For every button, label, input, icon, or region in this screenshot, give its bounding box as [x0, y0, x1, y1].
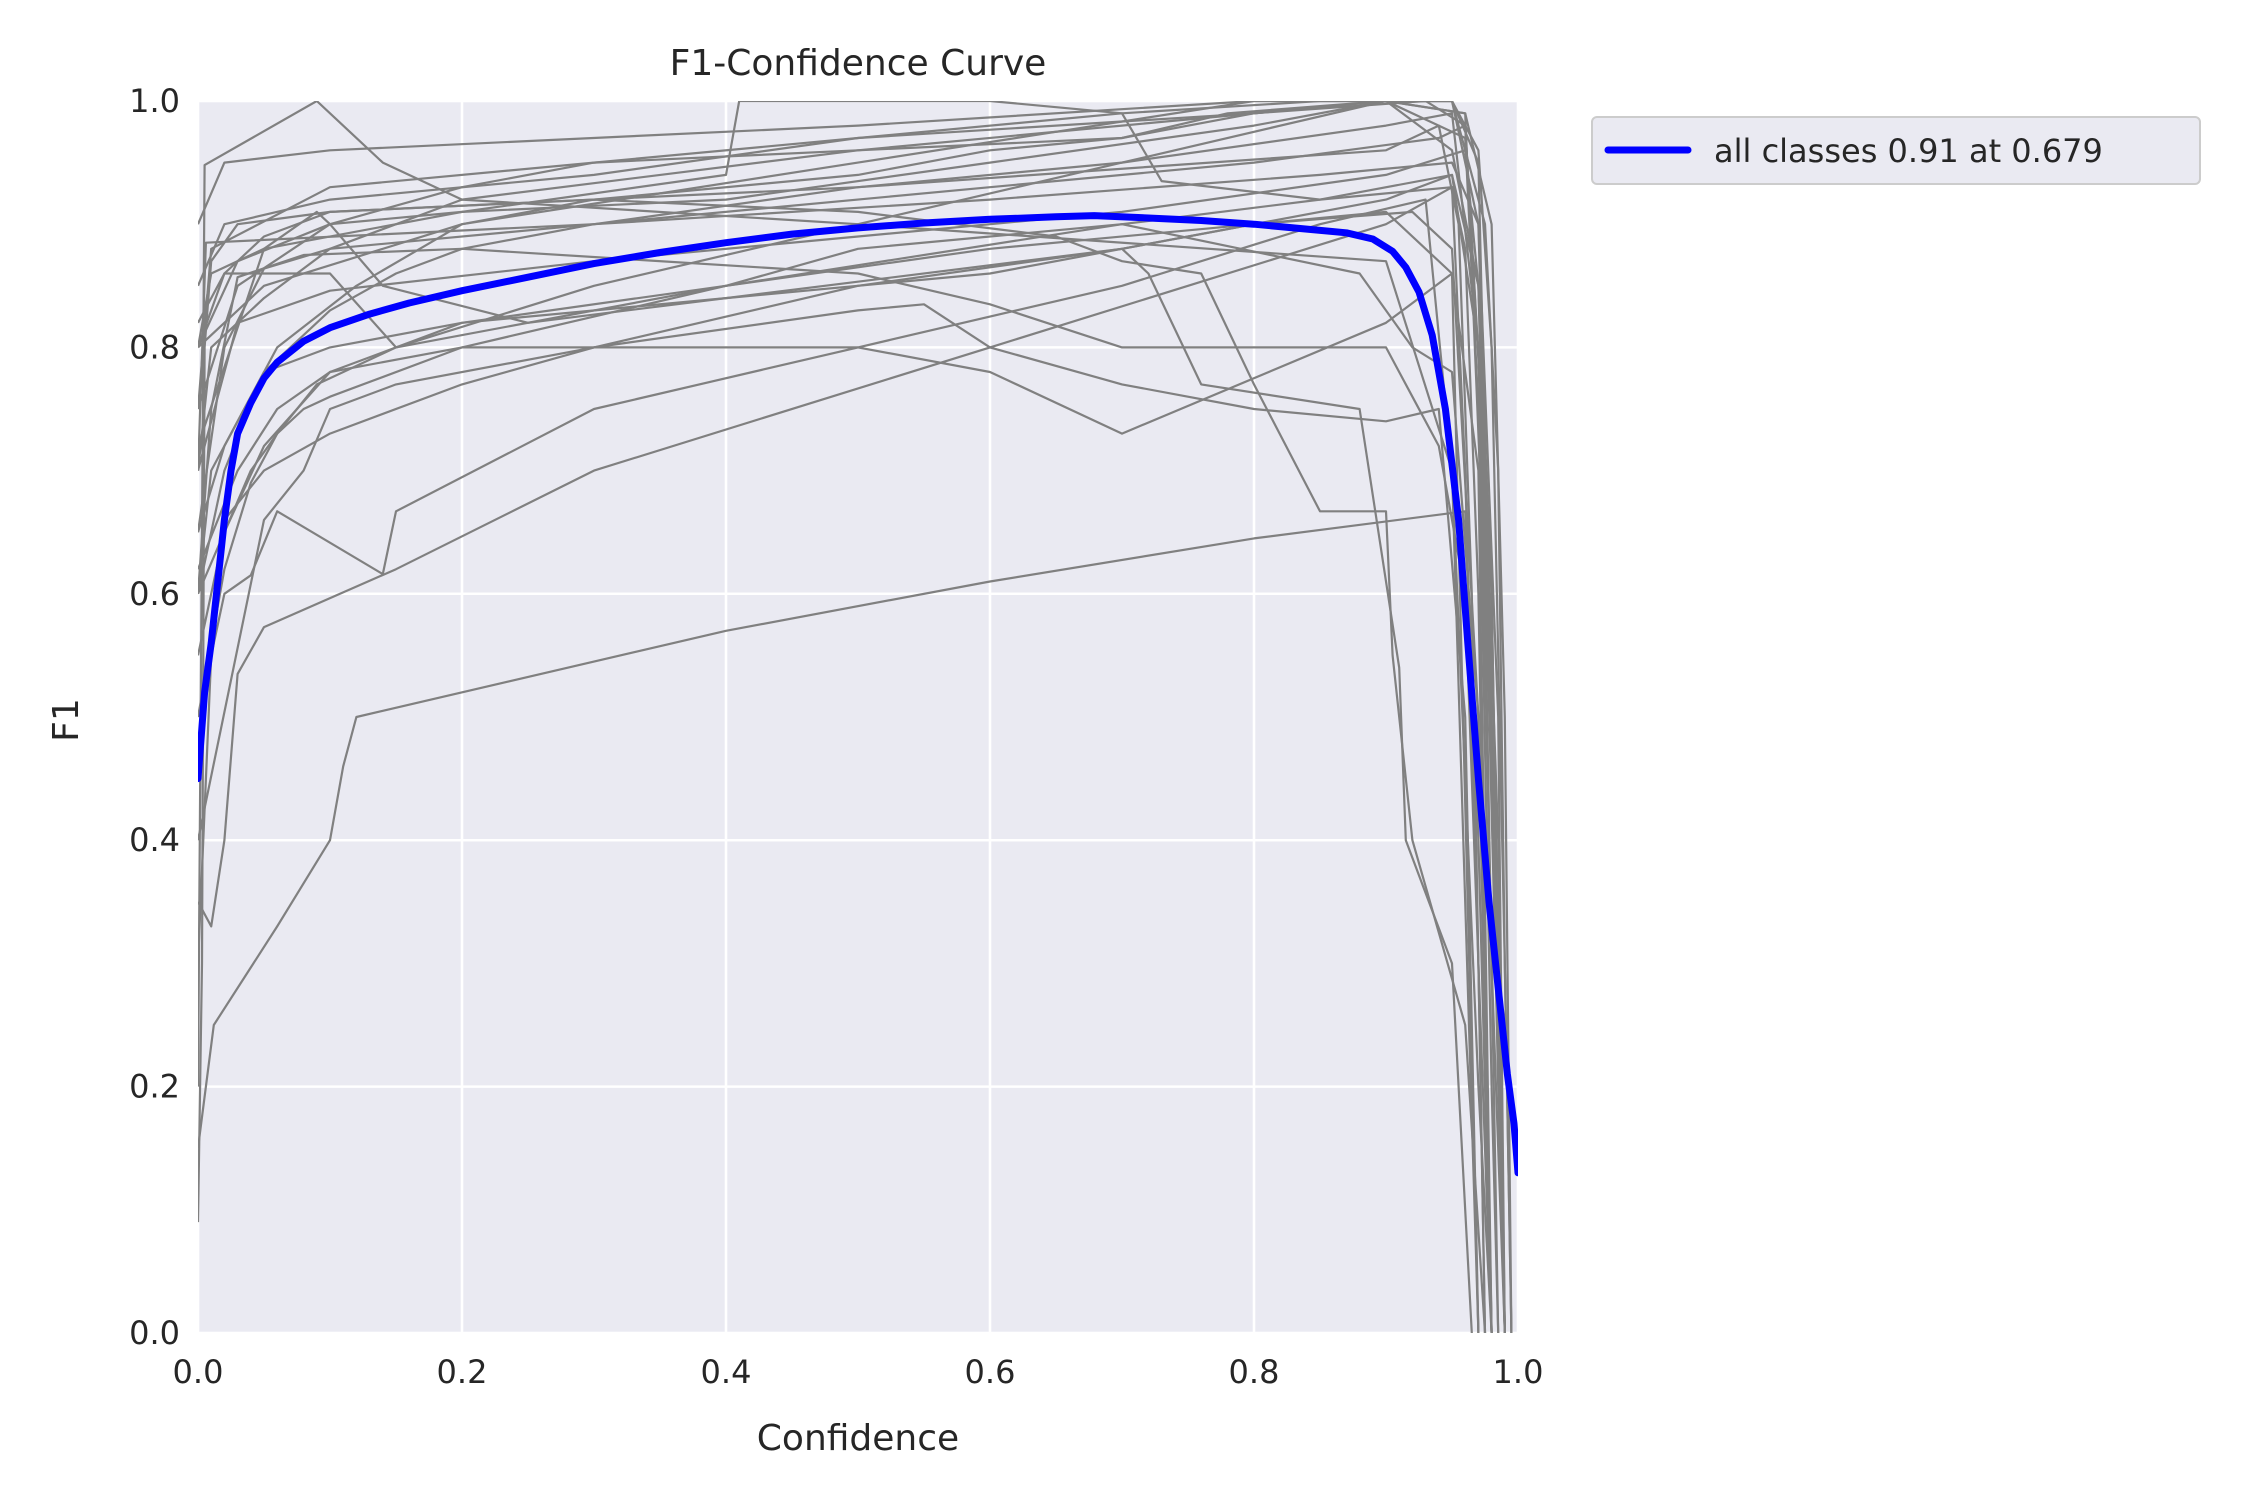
all-classes-series	[198, 212, 1518, 1177]
class-curve-4	[198, 247, 1493, 1333]
class-curves	[198, 101, 1513, 1333]
x-tick-label-5: 1.0	[1493, 1353, 1544, 1391]
y-tick-label-3: 0.6	[129, 575, 180, 613]
class-curve-27	[198, 101, 1513, 1333]
y-tick-label-1: 0.2	[129, 1068, 180, 1106]
legend-box	[1591, 116, 2201, 185]
y-tick-label-5: 1.0	[129, 82, 180, 120]
plot-background	[198, 101, 1518, 1333]
x-axis-title: Confidence	[757, 1418, 959, 1459]
class-curve-17	[198, 272, 1493, 1333]
class-curve-19	[198, 101, 1506, 1333]
legend-label-all-classes: all classes 0.91 at 0.679	[1714, 132, 2103, 170]
class-curve-23	[198, 223, 1493, 1333]
class-curve-20	[198, 101, 1513, 1333]
chart-title: F1-Confidence Curve	[670, 43, 1047, 84]
y-tick-label-2: 0.4	[129, 821, 180, 859]
x-tick-label-4: 0.8	[1229, 1353, 1280, 1391]
class-curve-13	[198, 303, 1480, 1333]
legend: all classes 0.91 at 0.679	[1591, 116, 2201, 185]
y-tick-label-0: 0.0	[129, 1314, 180, 1352]
class-curve-24	[198, 101, 1513, 1333]
series-line-all-classes	[198, 212, 1518, 1177]
x-tick-label-2: 0.4	[701, 1353, 752, 1391]
x-axis-ticks: 0.0 0.2 0.4 0.6 0.8 1.0	[173, 1353, 1544, 1391]
class-curve-16	[198, 198, 1487, 1333]
x-tick-label-3: 0.6	[965, 1353, 1016, 1391]
y-axis-title: F1	[46, 698, 87, 742]
class-curve-14	[198, 198, 1480, 1333]
x-tick-label-0: 0.0	[173, 1353, 224, 1391]
x-tick-label-1: 0.2	[437, 1353, 488, 1391]
class-curve-22	[198, 173, 1506, 1333]
y-tick-label-4: 0.8	[129, 328, 180, 366]
class-curve-26	[198, 101, 1506, 1333]
class-curve-25	[198, 101, 1506, 1333]
class-curve-21	[198, 186, 1493, 1333]
y-axis-ticks: 0.0 0.2 0.4 0.6 0.8 1.0	[129, 82, 180, 1352]
